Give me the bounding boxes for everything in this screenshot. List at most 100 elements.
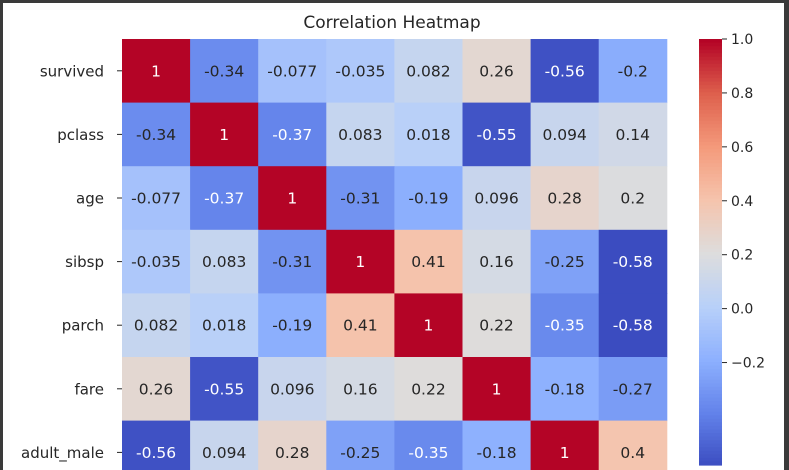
chart-title: Correlation Heatmap (303, 13, 480, 33)
colorbar-strip (699, 259, 722, 264)
heatmap-cell-r1-c6 (530, 102, 600, 167)
colorbar-tick-label-0: 1.0 (731, 32, 753, 48)
colorbar-strip (699, 85, 722, 90)
heatmap-cell-r5-c3 (326, 357, 395, 422)
colorbar-strip (699, 110, 722, 115)
colorbar-strip (699, 379, 722, 384)
heatmap-cell-label-r3-c3: 1 (355, 253, 365, 271)
colorbar-strip (699, 376, 722, 381)
colorbar-strip (699, 326, 722, 331)
heatmap-cell-r2-c5 (462, 166, 532, 231)
heatmap-cell-label-r4-c7: -0.58 (613, 317, 653, 335)
colorbar-strip (699, 443, 722, 448)
colorbar-strip (699, 397, 722, 402)
colorbar-strip (699, 223, 722, 228)
colorbar-strip (699, 184, 722, 189)
colorbar-strip (699, 78, 722, 83)
colorbar-strip (699, 358, 722, 363)
colorbar-strip (699, 386, 722, 392)
colorbar-strip (699, 273, 722, 278)
heatmap-cell-label-r5-c2: 0.096 (270, 380, 314, 398)
colorbar-strip (699, 88, 722, 93)
colorbar-strip (699, 216, 722, 221)
heatmap-cell-r4-c1 (190, 293, 259, 358)
heatmap-cell-r3-c6 (530, 229, 600, 294)
colorbar-strip (699, 53, 722, 58)
colorbar-strip (699, 127, 722, 132)
colorbar-strip (699, 220, 722, 225)
colorbar-strip (699, 170, 722, 175)
colorbar-strip (699, 159, 722, 164)
colorbar-strip (699, 330, 722, 335)
heatmap-cell-label-r1-c0: -0.34 (136, 126, 176, 144)
colorbar-strip (699, 369, 722, 374)
row-label-age: age (76, 190, 104, 208)
colorbar-strip (699, 457, 722, 463)
heatmap-cell-label-r1-c7: 0.14 (615, 126, 650, 144)
colorbar-strip (699, 283, 722, 289)
colorbar-strip (699, 344, 722, 349)
heatmap-cell-label-r0-c2: -0.077 (267, 62, 317, 80)
heatmap-cell-label-r5-c0: 0.26 (139, 380, 174, 398)
heatmap-cell-r6-c6 (530, 420, 600, 470)
colorbar-strip (699, 372, 722, 377)
colorbar-strip (699, 113, 722, 118)
colorbar-strip (699, 461, 722, 466)
colorbar-strip (699, 81, 722, 86)
heatmap-cell-label-r0-c7: -0.2 (618, 62, 648, 80)
colorbar-strip (699, 354, 722, 360)
heatmap-cell-r2-c3 (326, 166, 395, 231)
colorbar-strip (699, 102, 722, 108)
heatmap-cell-r3-c2 (258, 229, 327, 294)
colorbar-strip (699, 418, 722, 423)
heatmap-cell-r1-c3 (326, 102, 395, 167)
colorbar-strip (699, 248, 722, 253)
colorbar-strip (699, 404, 722, 409)
colorbar-strip (699, 436, 722, 441)
heatmap-cell-label-r4-c2: -0.19 (272, 317, 312, 335)
colorbar-strip (699, 252, 722, 257)
heatmap-cell-label-r5-c5: 1 (492, 380, 502, 398)
colorbar-strip (699, 390, 722, 395)
colorbar-strip (699, 120, 722, 125)
colorbar-strip (699, 422, 722, 427)
colorbar-strip (699, 269, 722, 274)
colorbar-strip (699, 255, 722, 260)
heatmap-cell-label-r2-c7: 0.2 (620, 190, 645, 208)
heatmap-cell-r4-c5 (462, 293, 532, 358)
heatmap-cell-r1-c1 (190, 102, 259, 167)
colorbar-strip (699, 394, 722, 399)
colorbar-strip (699, 362, 722, 367)
heatmap-cell-r0-c2 (258, 39, 327, 104)
heatmap-cell-r2-c6 (530, 166, 600, 231)
colorbar-strip (699, 401, 722, 406)
heatmap-cell-r4-c2 (258, 293, 327, 358)
heatmap-cell-r5-c2 (258, 357, 327, 422)
colorbar-strip (699, 99, 722, 104)
heatmap-cell-label-r4-c3: 0.41 (343, 317, 378, 335)
colorbar-strip (699, 425, 722, 431)
heatmap-cell-label-r0-c0: 1 (151, 62, 161, 80)
colorbar-tick-label-3: 0.4 (731, 194, 753, 210)
colorbar-strip (699, 70, 722, 76)
colorbar-strip (699, 301, 722, 306)
heatmap-cell-r6-c0 (122, 420, 191, 470)
colorbar-strip (699, 433, 722, 438)
colorbar-strip (699, 237, 722, 242)
heatmap-cell-label-r5-c1: -0.55 (204, 380, 244, 398)
colorbar-strip (699, 67, 722, 72)
heatmap-cell-label-r2-c4: -0.19 (408, 190, 448, 208)
colorbar-strip (699, 202, 722, 207)
colorbar-strip (699, 60, 722, 65)
colorbar-strip (699, 280, 722, 285)
colorbar-tick-label-6: −0.2 (731, 356, 765, 372)
heatmap-cell-label-r6-c1: 0.094 (202, 444, 246, 462)
heatmap-cell-label-r5-c3: 0.16 (343, 380, 378, 398)
heatmap-cell-label-r5-c7: -0.27 (613, 380, 653, 398)
colorbar-strip (699, 447, 722, 452)
heatmap-cell-label-r6-c2: 0.28 (275, 444, 310, 462)
heatmap-cell-label-r2-c1: -0.37 (204, 190, 244, 208)
colorbar-strip (699, 365, 722, 370)
colorbar-strip (699, 291, 722, 296)
colorbar-strip (699, 195, 722, 200)
